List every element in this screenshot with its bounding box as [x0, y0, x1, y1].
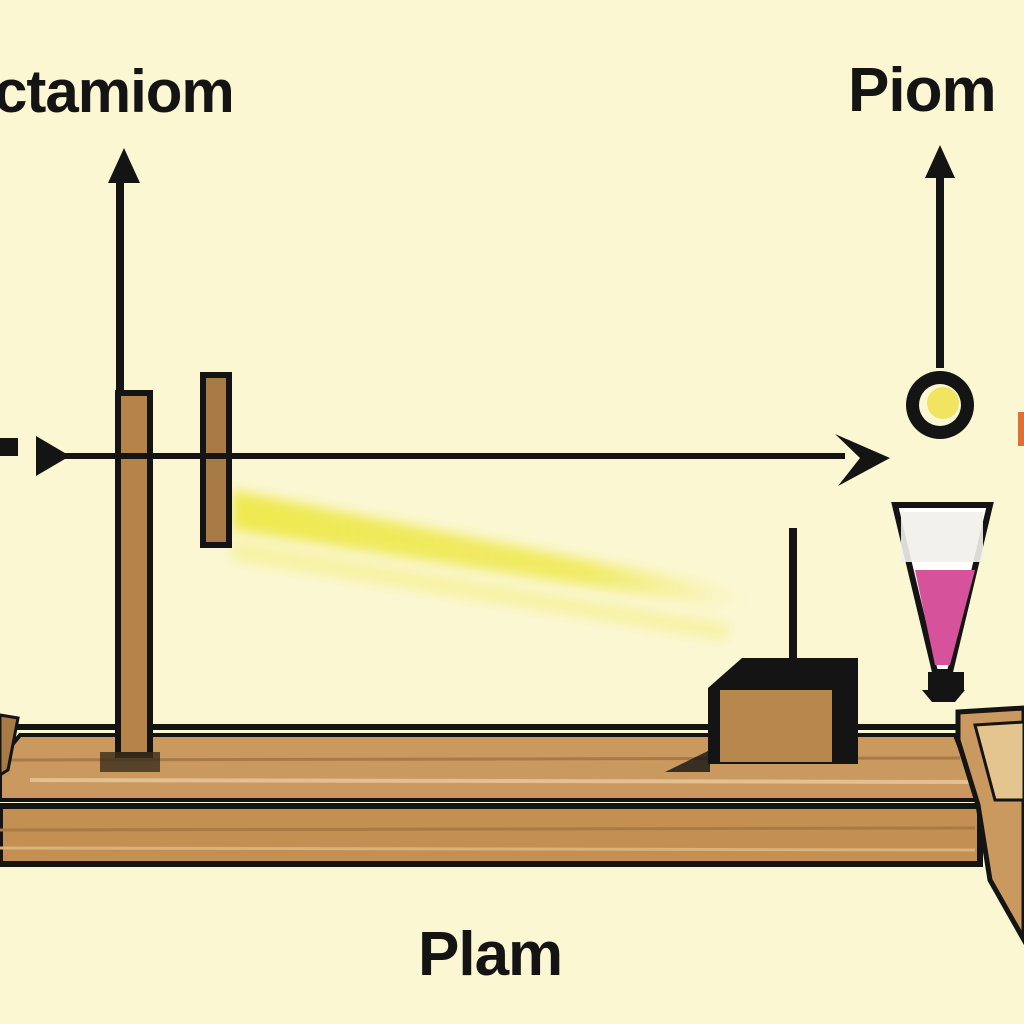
wooden-bench	[0, 705, 1024, 946]
label-top-left: ctamiom	[0, 58, 235, 125]
light-ray-arrow	[0, 434, 890, 486]
label-top-right: Piom	[848, 56, 997, 125]
label-bottom: Plam	[418, 920, 563, 989]
lens-plate	[200, 372, 232, 548]
light-beam	[232, 490, 740, 640]
vertical-stand	[100, 148, 160, 772]
conical-flask	[891, 502, 994, 702]
detector-box	[665, 528, 858, 772]
pendant-lamp	[906, 145, 1024, 446]
